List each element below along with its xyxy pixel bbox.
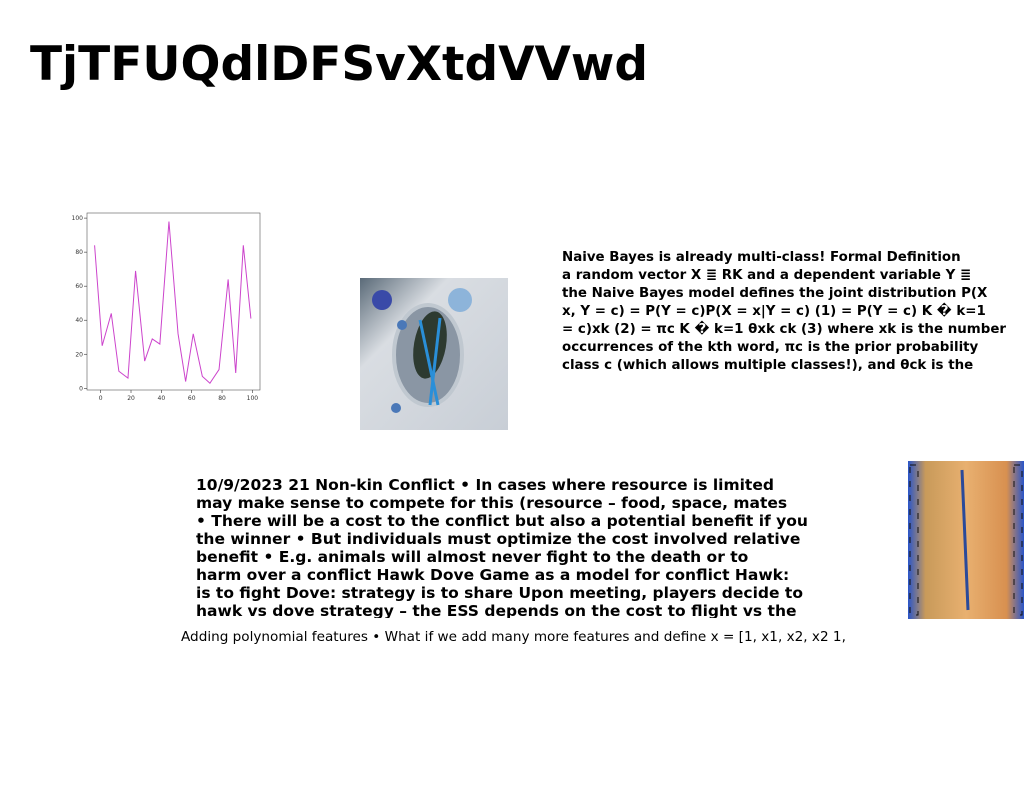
- x-tick-label: 20: [127, 395, 135, 402]
- text-line: may make sense to compete for this (reso…: [196, 494, 787, 512]
- text-line: is to fight Dove: strategy is to share U…: [196, 584, 803, 602]
- y-tick-label: 100: [72, 215, 84, 222]
- slide-title: TjTFUQdlDFSvXtdVVwd: [30, 37, 648, 92]
- x-tick-label: 40: [158, 395, 166, 402]
- photo-plate: [360, 278, 508, 430]
- x-tick-label: 0: [99, 395, 103, 402]
- text-line: hawk vs dove strategy – the ESS depends …: [196, 602, 797, 620]
- text-line: Naive Bayes is already multi-class! Form…: [562, 250, 961, 265]
- y-tick-label: 40: [75, 317, 83, 324]
- y-tick-label: 20: [75, 351, 83, 358]
- x-tick-label: 60: [188, 395, 196, 402]
- text-line: the winner • But individuals must optimi…: [196, 530, 800, 548]
- plot-frame: [86, 212, 261, 391]
- bottom-text: Adding polynomial features • What if we …: [181, 629, 846, 645]
- data-line: [94, 221, 252, 384]
- text-line: occurrences of the kth word, πc is the p…: [562, 340, 979, 355]
- x-tick-label: 100: [247, 395, 259, 402]
- text-line: benefit • E.g. animals will almost never…: [196, 548, 748, 566]
- right-text-block: Naive Bayes is already multi-class! Form…: [562, 250, 1006, 373]
- text-line: x, Y = c) = P(Y = c)P(X = x|Y = c) (1) =…: [562, 302, 986, 319]
- text-line: class c (which allows multiple classes!)…: [562, 358, 973, 373]
- middle-text-block: 10/9/2023 21 Non-kin Conflict • In cases…: [196, 476, 808, 620]
- text-line: the Naive Bayes model defines the joint …: [562, 286, 988, 301]
- text-line: • There will be a cost to the conflict b…: [196, 512, 808, 530]
- y-tick-label: 60: [75, 283, 83, 290]
- photo-film: [908, 461, 1024, 619]
- text-line: a random vector X ≣ RK and a dependent v…: [562, 268, 971, 283]
- text-line: = c)xk (2) = πc K � k=1 θxk ck (3) where…: [562, 320, 1006, 337]
- line-chart: 0 20 40 60 80 100 0 20 40 60 80 100: [72, 212, 261, 402]
- y-tick-label: 0: [79, 385, 83, 392]
- x-tick-label: 80: [218, 395, 226, 402]
- y-tick-label: 80: [75, 249, 83, 256]
- text-line: 10/9/2023 21 Non-kin Conflict • In cases…: [196, 476, 774, 494]
- text-line: harm over a conflict Hawk Dove Game as a…: [196, 566, 789, 584]
